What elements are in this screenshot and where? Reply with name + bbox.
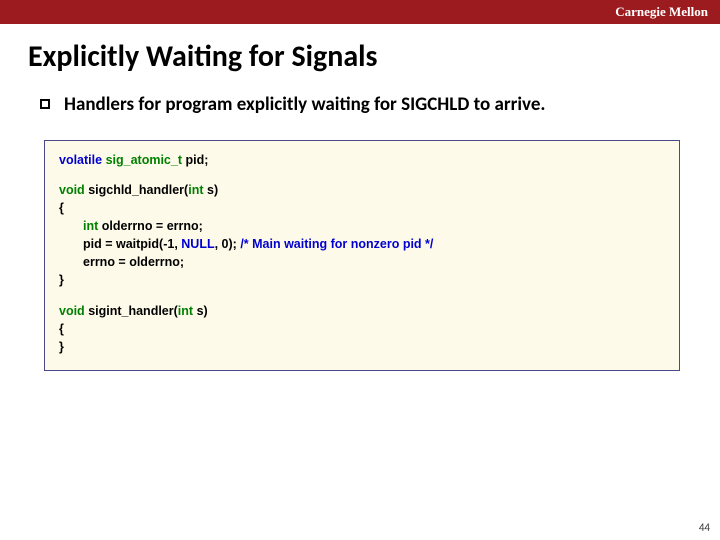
kw-null: NULL [181,237,214,251]
type-sig-atomic: sig_atomic_t [106,153,182,167]
code-box: volatile sig_atomic_t pid; void sigchld_… [44,140,680,371]
kw-volatile: volatile [59,153,102,167]
code-fn-sigint: void sigint_handler(int s) { } [59,302,665,356]
brace-open-2: { [59,320,665,338]
paren-close: ) [214,183,218,197]
kw-void-2: void [59,304,85,318]
param-s: s [207,183,214,197]
bullet-marker-icon [40,99,50,109]
bullet-row: Handlers for program explicitly waiting … [0,83,720,128]
brand-label: Carnegie Mellon [615,4,708,20]
comment: /* Main waiting for nonzero pid */ [240,237,433,251]
fn-name: sigchld_handler [88,183,184,197]
semi: ; [204,153,208,167]
slide-title: Explicitly Waiting for Signals [0,24,720,83]
brace-close-2: } [59,338,665,356]
kw-int-local: int [83,219,98,233]
paren-close-2: ) [204,304,208,318]
l1-rest: olderrno = errno; [98,219,203,233]
fn-name-2: sigint_handler [88,304,173,318]
l3: errno = olderrno; [59,253,665,271]
kw-int-2: int [178,304,193,318]
l2-a: pid = waitpid(-1, [83,237,181,251]
page-number: 44 [699,521,710,534]
brace-close: } [59,271,665,289]
header-bar: Carnegie Mellon [0,0,720,24]
brace-open: { [59,199,665,217]
kw-void: void [59,183,85,197]
kw-int: int [188,183,203,197]
bullet-text: Handlers for program explicitly waiting … [64,93,546,118]
param-s-2: s [197,304,204,318]
var-pid: pid [185,153,204,167]
l2-b: , 0); [215,237,241,251]
code-decl: volatile sig_atomic_t pid; [59,151,665,169]
code-fn-sigchld: void sigchld_handler(int s) { int olderr… [59,181,665,290]
